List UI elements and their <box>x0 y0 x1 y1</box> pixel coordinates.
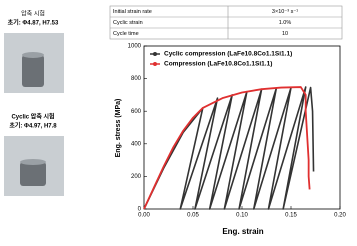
table: Initial strain rate 3×10⁻³ s⁻¹ Cyclic st… <box>109 5 343 40</box>
x-tick-label: 0.15 <box>285 213 297 219</box>
photo-title: 압축 시험 <box>21 10 45 18</box>
specimen-top <box>20 159 46 165</box>
legend-marker <box>153 52 157 56</box>
cell: 1.0% <box>279 20 292 26</box>
y-tick-label: 400 <box>131 141 142 147</box>
photo-caption: 초기: Φ4.97, H7.8 <box>9 122 57 130</box>
y-axis-label: Eng. stress (MPa) <box>115 99 122 158</box>
photo-title: Cyclic 압축 시험 <box>11 113 54 121</box>
y-tick-label: 600 <box>131 109 142 115</box>
y-tick-label: 200 <box>131 174 142 180</box>
cell: Initial strain rate <box>113 9 152 15</box>
specimen <box>22 55 44 87</box>
series-line <box>143 86 311 210</box>
photo-caption: 초기: Φ4.87, H7.53 <box>8 19 59 27</box>
series-line <box>143 86 315 210</box>
x-axis-label: Eng. strain <box>222 227 263 236</box>
cell: Cyclic strain <box>113 20 143 26</box>
table-frame <box>109 5 343 40</box>
x-tick-label: 0.20 <box>334 213 346 219</box>
x-tick-label: 0.10 <box>236 213 248 219</box>
plot-frame <box>143 45 341 210</box>
y-tick-label: 0 <box>138 207 142 213</box>
y-tick-label: 1000 <box>128 44 142 50</box>
x-tick-label: 0.00 <box>138 213 150 219</box>
specimen-top <box>22 52 44 58</box>
cell: Cycle time <box>113 31 139 37</box>
legend-label: Compression (LaFe10.8Co1.1Si1.1) <box>164 61 272 68</box>
specimen <box>20 162 46 186</box>
y-tick-label: 800 <box>131 76 142 82</box>
cell: 10 <box>282 31 288 37</box>
cell: 3×10⁻³ s⁻¹ <box>272 9 298 15</box>
figure: 압축 시험 초기: Φ4.87, H7.53 Cyclic 압축 시험 초기: … <box>4 5 346 236</box>
legend-label: Cyclic compression (LaFe10.8Co1.1Si1.1) <box>164 51 292 58</box>
legend-marker <box>153 62 157 66</box>
x-tick-label: 0.05 <box>187 213 199 219</box>
